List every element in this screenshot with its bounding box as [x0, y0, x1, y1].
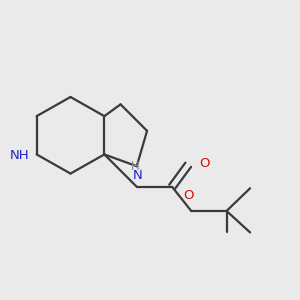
- Text: NH: NH: [10, 149, 29, 162]
- Text: O: O: [200, 157, 210, 170]
- Text: N: N: [133, 169, 142, 182]
- Text: O: O: [184, 188, 194, 202]
- Text: H: H: [131, 160, 140, 173]
